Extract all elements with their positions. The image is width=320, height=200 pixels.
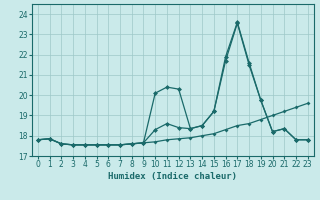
X-axis label: Humidex (Indice chaleur): Humidex (Indice chaleur) — [108, 172, 237, 181]
